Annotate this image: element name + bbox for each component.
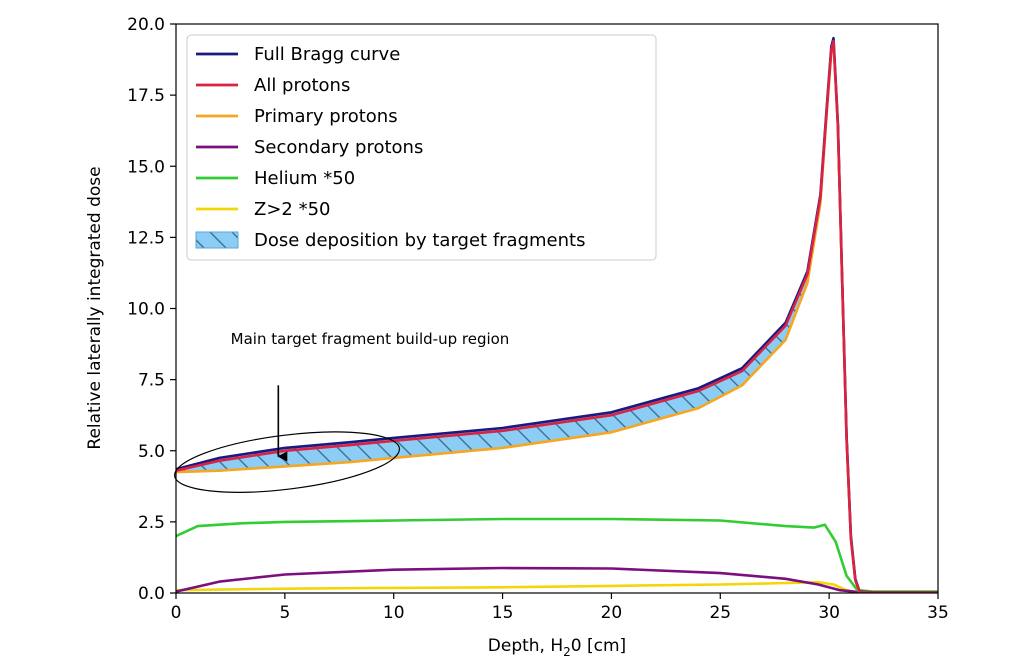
y-tick-label: 7.5 (138, 371, 165, 391)
x-axis-label: Depth, H20 [cm] (488, 636, 626, 659)
y-tick-label: 2.5 (138, 513, 165, 533)
legend-label: Secondary protons (254, 137, 423, 158)
legend: Full Bragg curve All protons Primary proto… (186, 34, 657, 261)
legend-label: All protons (254, 75, 350, 96)
x-tick-label: 0 (171, 603, 182, 623)
y-axis-label: Relative laterally integrated dose (85, 166, 105, 449)
y-tick-label: 20.0 (127, 15, 165, 35)
legend-box (186, 34, 657, 261)
legend-label: Z>2 *50 (254, 199, 331, 220)
legend-label: Dose deposition by target fragments (254, 230, 585, 251)
legend-label: Primary protons (254, 106, 398, 127)
legend-swatch-hatch (195, 231, 239, 249)
series-line-secondary-protons (176, 566, 938, 593)
annotation-ellipse (174, 431, 401, 493)
x-tick-label: 5 (279, 603, 290, 623)
y-axis: 0.0 2.5 5.0 7.5 10.0 12.5 15.0 17.5 20.0 (127, 15, 176, 604)
legend-label: Full Bragg curve (254, 44, 400, 65)
series-line-all-protons (176, 39, 938, 593)
y-tick-label: 15.0 (127, 157, 165, 177)
x-tick-label: 20 (601, 603, 623, 623)
x-tick-label: 35 (927, 603, 949, 623)
x-tick-label: 25 (709, 603, 731, 623)
target-fragment-fill-area (176, 207, 819, 473)
y-tick-label: 0.0 (138, 584, 165, 604)
y-tick-label: 5.0 (138, 442, 165, 462)
y-tick-label: 12.5 (127, 228, 165, 248)
y-tick-label: 10.0 (127, 300, 165, 320)
x-tick-label: 10 (383, 603, 405, 623)
x-tick-label: 30 (818, 603, 840, 623)
x-axis: 0 5 10 15 20 25 30 35 (171, 593, 949, 623)
series-line-helium-50 (176, 517, 938, 593)
series-line-z-2-50 (176, 580, 938, 593)
annotation: Main target fragment build-up region (174, 330, 510, 493)
annotation-text: Main target fragment build-up region (231, 330, 510, 348)
y-tick-label: 17.5 (127, 86, 165, 106)
x-tick-label: 15 (492, 603, 514, 623)
legend-label: Helium *50 (254, 168, 355, 189)
plot-area (176, 36, 938, 593)
